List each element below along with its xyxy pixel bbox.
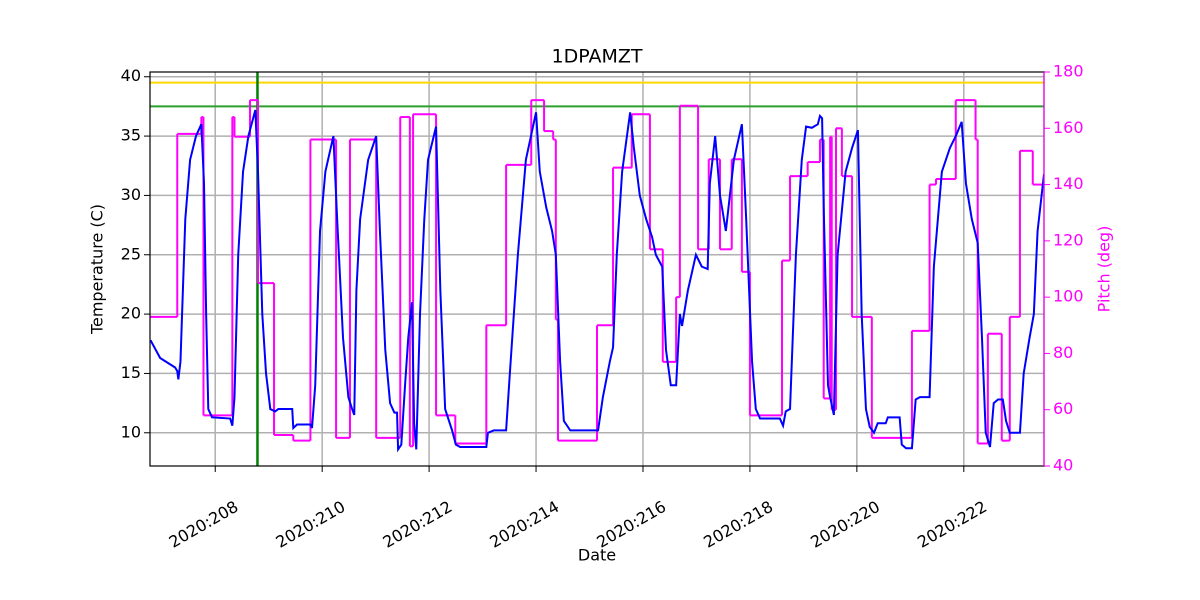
x-tick-label: 2020:212: [379, 497, 455, 552]
y2-tick-label: 60: [1053, 399, 1073, 418]
y-tick-label: 40: [121, 66, 141, 85]
x-tick-label: 2020:216: [593, 497, 669, 552]
x-tick-label: 2020:222: [914, 497, 990, 552]
y-tick-label: 10: [121, 422, 141, 441]
y2-tick-label: 40: [1053, 456, 1073, 475]
x-tick-label: 2020:214: [486, 497, 562, 552]
y-tick-label: 30: [121, 185, 141, 204]
chart-title: 1DPAMZT: [552, 46, 643, 68]
x-axis-label: Date: [578, 546, 616, 565]
y2-tick-label: 120: [1053, 230, 1084, 249]
x-tick-label: 2020:218: [700, 497, 776, 552]
y2-tick-label: 160: [1053, 118, 1084, 137]
y-tick-label: 15: [121, 363, 141, 382]
y2-tick-label: 80: [1053, 343, 1073, 362]
x-tick-label: 2020:210: [273, 497, 349, 552]
x-tick-label: 2020:220: [807, 497, 883, 552]
plot-area: [150, 72, 1044, 466]
y2-tick-label: 100: [1053, 287, 1084, 306]
y-axis-label: Temperature (C): [88, 204, 107, 335]
y-tick-label: 20: [121, 304, 141, 323]
temperature-line: [150, 109, 1044, 453]
x-tick-label: 2020:208: [166, 497, 242, 552]
y2-tick-label: 140: [1053, 174, 1084, 193]
y2-axis-label: Pitch (deg): [1095, 226, 1114, 313]
y-tick-label: 25: [121, 244, 141, 263]
y2-tick-label: 180: [1053, 62, 1084, 81]
y-tick-label: 35: [121, 126, 141, 145]
